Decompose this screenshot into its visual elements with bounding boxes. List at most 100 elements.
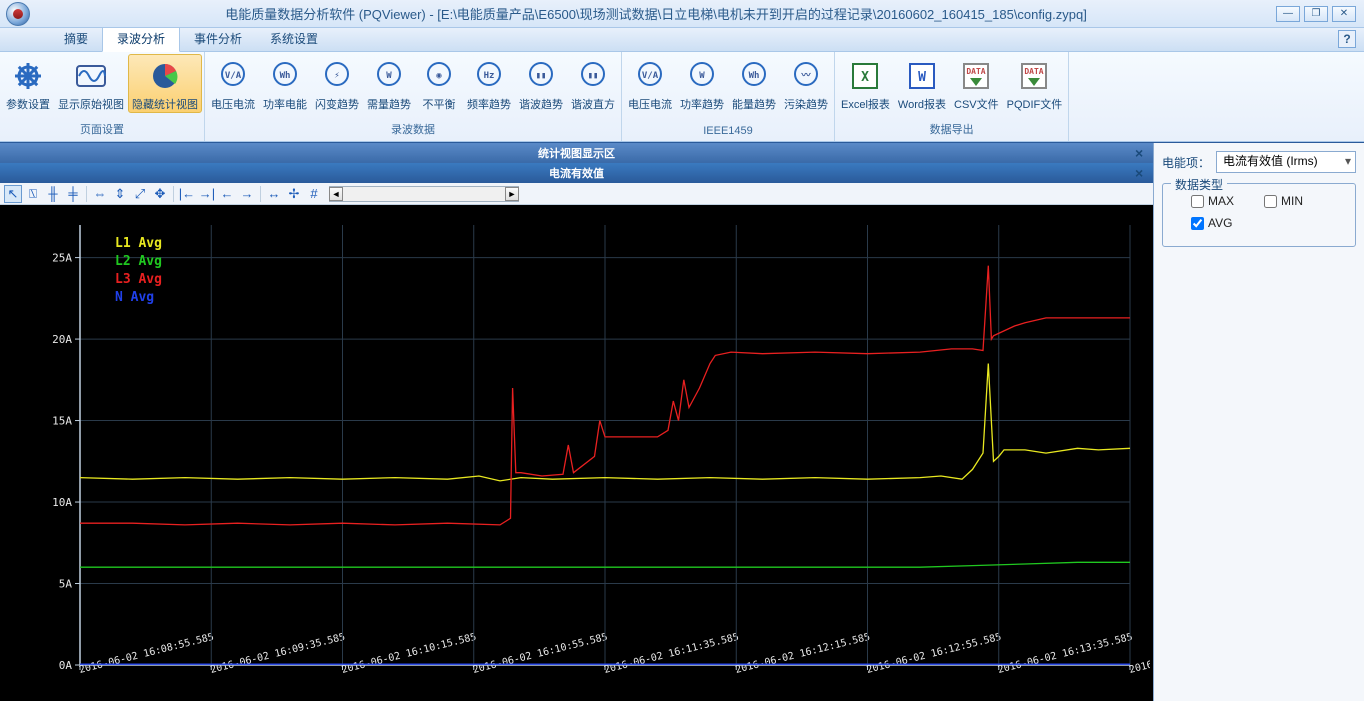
ribbon-btn-wh2[interactable]: Wh能量趋势 — [728, 54, 780, 112]
menu-tab-1[interactable]: 录波分析 — [102, 25, 180, 52]
wave-icon — [73, 58, 109, 94]
data-type-legend: 数据类型 — [1171, 176, 1227, 193]
va2-icon: V/A — [632, 58, 668, 94]
xls-icon: X — [847, 58, 883, 94]
wh2-icon: Wh — [736, 58, 772, 94]
ribbon: 参数设置显示原始视图隐藏统计视图页面设置V/A电压电流Wh功率电能⚡闪变趋势W需… — [0, 52, 1364, 142]
pointer-tool-icon[interactable]: ↖ — [4, 185, 22, 203]
zoom-y-icon[interactable]: ⇕ — [111, 185, 129, 203]
checkbox-avg[interactable] — [1191, 217, 1204, 230]
scroll-left-icon[interactable]: ◄ — [329, 187, 343, 201]
check-min[interactable]: MIN — [1264, 194, 1303, 208]
ribbon-btn-label: 谐波趋势 — [519, 96, 563, 112]
ribbon-btn-pie[interactable]: 隐藏统计视图 — [128, 54, 202, 113]
ribbon-btn-flicker[interactable]: ⚡闪变趋势 — [311, 54, 363, 112]
check-avg[interactable]: AVG — [1191, 216, 1232, 230]
close-button[interactable]: ✕ — [1332, 6, 1356, 22]
pan-h-icon[interactable]: ↔ — [265, 185, 283, 203]
energy-item-label: 电能项： — [1162, 154, 1210, 171]
svg-text:◉: ◉ — [436, 71, 442, 81]
zoom-box-icon[interactable]: ⤢ — [131, 185, 149, 203]
svg-text:〰: 〰 — [800, 71, 811, 81]
ribbon-btn-label: 电压电流 — [211, 96, 255, 112]
wh-icon: Wh — [267, 58, 303, 94]
chart-canvas[interactable]: 0A5A10A15A20A25A2016-06-02 16:08:55.5852… — [0, 205, 1153, 701]
svg-text:W: W — [918, 70, 926, 85]
ribbon-btn-csv[interactable]: DATA CSV文件 — [950, 54, 1003, 112]
ribbon-btn-va[interactable]: V/A 电压电流 — [207, 54, 259, 112]
ribbon-btn-unbal[interactable]: ◉ 不平衡 — [415, 54, 463, 112]
svg-text:▮▮: ▮▮ — [536, 71, 547, 81]
ribbon-btn-label: CSV文件 — [954, 96, 999, 112]
ribbon-group: XExcel报表 W Word报表 DATA CSV文件DATAPQDIF文件数据导出 — [835, 52, 1069, 141]
ribbon-group-label: 数据导出 — [835, 119, 1068, 141]
stats-panel-header: 统计视图显示区 × — [0, 143, 1153, 163]
ribbon-btn-gear[interactable]: 参数设置 — [2, 54, 54, 112]
minimize-button[interactable]: — — [1276, 6, 1300, 22]
ribbon-btn-label: 需量趋势 — [367, 96, 411, 112]
check-max[interactable]: MAX — [1191, 194, 1234, 208]
svg-text:5A: 5A — [59, 578, 73, 591]
svg-text:V/A: V/A — [225, 71, 242, 81]
doc-icon: W — [904, 58, 940, 94]
hcursor-tool-icon[interactable]: ╪ — [64, 185, 82, 203]
ribbon-btn-bar[interactable]: ▮▮谐波直方 — [567, 54, 619, 112]
checkbox-max[interactable] — [1191, 195, 1204, 208]
next-icon[interactable]: → — [238, 185, 256, 203]
scroll-right-icon[interactable]: ► — [505, 187, 519, 201]
svg-text:X: X — [862, 70, 870, 85]
svg-text:15A: 15A — [52, 415, 72, 428]
stats-panel-title: 统计视图显示区 — [538, 145, 615, 161]
ribbon-btn-label: 不平衡 — [423, 96, 456, 112]
window-title: 电能质量数据分析软件 (PQViewer) - [E:\电能质量产品\E6500… — [36, 4, 1276, 23]
last-icon[interactable]: →| — [198, 185, 216, 203]
grid-icon[interactable]: # — [305, 185, 323, 203]
zoom-x-icon[interactable]: ⇔ — [91, 185, 109, 203]
ribbon-btn-harm[interactable]: ▮▮ 谐波趋势 — [515, 54, 567, 112]
ribbon-btn-w[interactable]: W功率趋势 — [676, 54, 728, 112]
svg-text:0A: 0A — [59, 659, 73, 672]
pan-icon[interactable]: ✢ — [285, 185, 303, 203]
stats-panel-close-icon[interactable]: × — [1135, 145, 1149, 159]
ribbon-btn-va2[interactable]: V/A电压电流 — [624, 54, 676, 112]
energy-item-row: 电能项： 电流有效值 (Irms) — [1162, 151, 1356, 173]
ribbon-btn-label: 频率趋势 — [467, 96, 511, 112]
menu-tab-3[interactable]: 系统设置 — [256, 26, 332, 51]
current-rms-close-icon[interactable]: × — [1135, 165, 1149, 179]
zoom-fit-icon[interactable]: ✥ — [151, 185, 169, 203]
checkbox-min[interactable] — [1264, 195, 1277, 208]
svg-text:Wh: Wh — [280, 71, 291, 81]
check-label: MAX — [1208, 194, 1234, 208]
ribbon-btn-doc[interactable]: W Word报表 — [894, 54, 950, 112]
ribbon-btn-label: Word报表 — [898, 96, 946, 112]
ribbon-btn-hz[interactable]: Hz 频率趋势 — [463, 54, 515, 112]
menu-tab-2[interactable]: 事件分析 — [180, 26, 256, 51]
ribbon-btn-demand[interactable]: W需量趋势 — [363, 54, 415, 112]
unbal-icon: ◉ — [421, 58, 457, 94]
ribbon-group-label: 录波数据 — [205, 119, 621, 141]
va-icon: V/A — [215, 58, 251, 94]
menu-tab-0[interactable]: 摘要 — [50, 26, 102, 51]
ribbon-btn-xls[interactable]: XExcel报表 — [837, 54, 894, 112]
maximize-button[interactable]: ❐ — [1304, 6, 1328, 22]
hz-icon: Hz — [471, 58, 507, 94]
toolbar-separator — [260, 186, 261, 202]
svg-text:25A: 25A — [52, 252, 72, 265]
camera-tool-icon[interactable]: ⍂ — [24, 185, 42, 203]
vcursor-tool-icon[interactable]: ╫ — [44, 185, 62, 203]
energy-item-dropdown[interactable]: 电流有效值 (Irms) — [1216, 151, 1356, 173]
csv-icon: DATA — [958, 58, 994, 94]
chart-scrollbar[interactable]: ◄ ► — [329, 186, 519, 202]
ribbon-btn-pqd[interactable]: DATAPQDIF文件 — [1003, 54, 1067, 112]
help-icon[interactable]: ? — [1338, 30, 1356, 48]
svg-text:Wh: Wh — [749, 71, 760, 81]
ribbon-btn-pol[interactable]: 〰污染趋势 — [780, 54, 832, 112]
w-icon: W — [684, 58, 720, 94]
side-panel: 电能项： 电流有效值 (Irms) 数据类型 MAX MIN AVG — [1154, 143, 1364, 701]
ribbon-btn-wave[interactable]: 显示原始视图 — [54, 54, 128, 112]
prev-icon[interactable]: ← — [218, 185, 236, 203]
ribbon-btn-wh[interactable]: Wh功率电能 — [259, 54, 311, 112]
first-icon[interactable]: |← — [178, 185, 196, 203]
ribbon-btn-label: 谐波直方 — [571, 96, 615, 112]
harm-icon: ▮▮ — [523, 58, 559, 94]
